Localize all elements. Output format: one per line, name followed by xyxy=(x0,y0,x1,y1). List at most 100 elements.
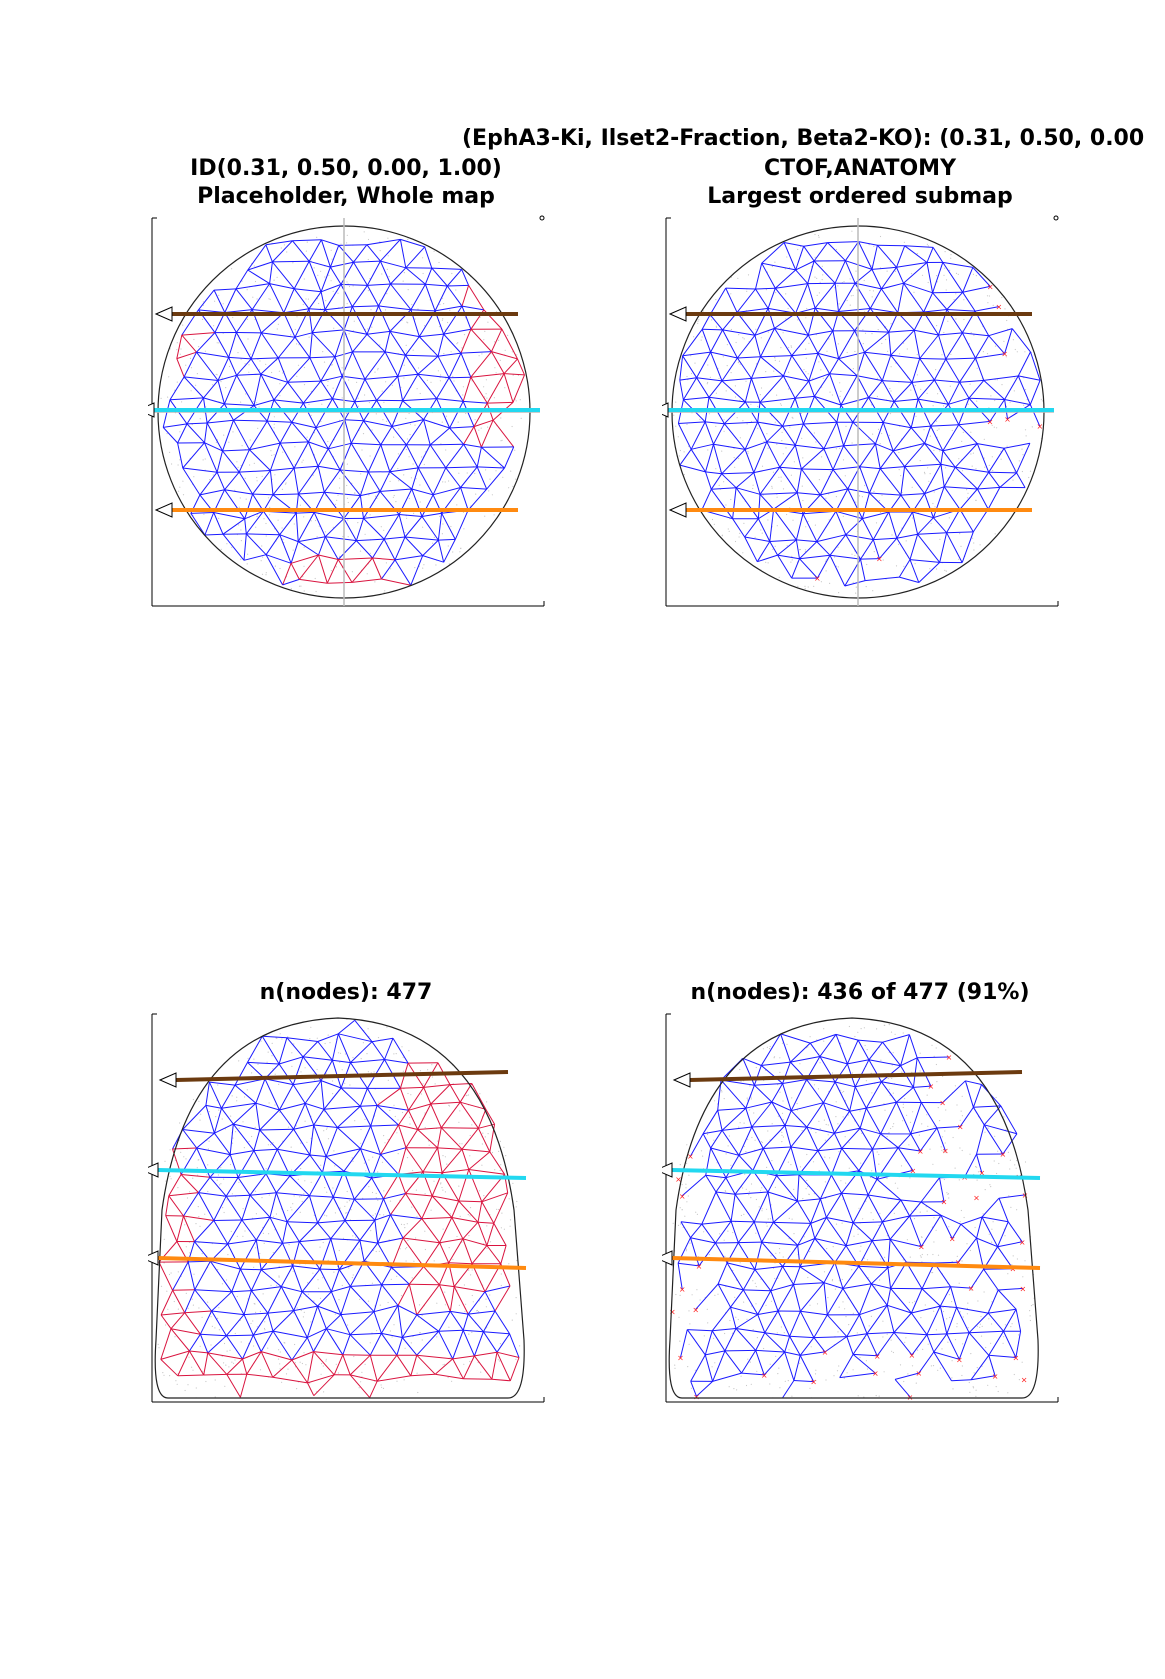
mesh-edge xyxy=(777,1284,794,1312)
scatter-point xyxy=(298,585,301,587)
mesh-edge xyxy=(486,373,505,404)
mesh-edge xyxy=(705,471,722,475)
scatter-point xyxy=(365,515,367,517)
mesh-edge xyxy=(858,1039,883,1043)
mesh-edge xyxy=(446,285,463,307)
scatter-point xyxy=(782,1119,784,1121)
scatter-point xyxy=(424,1126,426,1129)
scatter-point xyxy=(377,1199,379,1201)
excluded-node-marker: × xyxy=(1000,1150,1007,1159)
scatter-point xyxy=(416,1372,418,1374)
scatter-point xyxy=(687,1366,689,1368)
mesh-edge xyxy=(771,1083,784,1103)
mesh-edge xyxy=(436,398,451,429)
scatter-point xyxy=(714,1294,716,1296)
plot-area: ×××× ×××× xyxy=(662,215,1059,607)
scatter-point xyxy=(807,520,809,522)
mesh-edge xyxy=(790,1146,818,1152)
scatter-point xyxy=(348,285,351,288)
mesh-edge xyxy=(920,1102,938,1129)
scatter-point xyxy=(941,1136,944,1138)
mesh-edge xyxy=(251,283,271,310)
mesh-edge xyxy=(829,555,846,587)
scatter-point xyxy=(436,1336,438,1338)
mesh-edge xyxy=(404,536,424,556)
mesh-edge xyxy=(696,1381,713,1397)
mesh-edge xyxy=(701,329,712,353)
scatter-point xyxy=(217,1269,219,1271)
scatter-point xyxy=(936,429,938,431)
mesh-edge xyxy=(177,442,184,469)
transect-line-top-arrowhead xyxy=(668,306,687,322)
scatter-point xyxy=(714,1100,716,1102)
scatter-point xyxy=(778,1248,781,1250)
mesh-edge xyxy=(353,1198,376,1221)
mesh-edge xyxy=(865,1107,882,1135)
mesh-edge xyxy=(680,1221,691,1238)
mesh-edge xyxy=(898,559,911,578)
mesh-edge xyxy=(389,471,413,490)
mesh-edge xyxy=(223,375,238,405)
scatter-point xyxy=(954,1167,956,1169)
mesh-edge xyxy=(259,1128,294,1131)
mesh-edge xyxy=(203,1352,209,1376)
mesh-edge xyxy=(381,1284,399,1306)
scatter-point xyxy=(927,1125,929,1127)
mesh-edge xyxy=(213,1220,229,1245)
scatter-point xyxy=(782,1100,784,1102)
scatter-point xyxy=(215,441,217,443)
scatter-point xyxy=(879,1212,881,1214)
scatter-point xyxy=(799,1166,802,1168)
scatter-point xyxy=(234,1359,236,1361)
scatter-point xyxy=(869,289,871,292)
scatter-point xyxy=(301,1200,303,1203)
scatter-point xyxy=(163,1262,165,1264)
scatter-point xyxy=(979,1323,981,1325)
scatter-point xyxy=(932,1365,935,1367)
scatter-point xyxy=(732,1269,734,1272)
scatter-point xyxy=(501,1212,503,1214)
mesh-edge xyxy=(374,1198,384,1221)
scatter-point xyxy=(822,274,824,276)
scatter-point xyxy=(321,1363,323,1365)
mesh-edge xyxy=(460,352,472,378)
scatter-point xyxy=(185,1217,187,1219)
scatter-point xyxy=(419,484,421,486)
mesh-edge xyxy=(363,514,400,519)
mesh-edge xyxy=(975,335,990,359)
mesh-edge xyxy=(911,425,931,429)
scatter-point xyxy=(718,484,720,486)
mesh-edge xyxy=(810,1217,827,1224)
scatter-point xyxy=(426,379,428,381)
mesh-edge xyxy=(278,1063,294,1085)
mesh-edge xyxy=(398,1124,418,1130)
mesh-edge xyxy=(751,375,784,379)
scatter-point xyxy=(788,346,790,349)
scatter-point xyxy=(728,530,730,532)
mesh-edge xyxy=(823,1282,828,1315)
mesh-edge xyxy=(861,518,874,540)
mesh-edge xyxy=(950,1286,972,1289)
mesh-edge xyxy=(364,375,398,380)
mesh-edge xyxy=(286,1221,318,1224)
scatter-point xyxy=(909,1177,911,1179)
mesh-edge xyxy=(182,1129,198,1149)
mesh-edge xyxy=(422,1147,439,1173)
scatter-point xyxy=(696,1289,698,1291)
mesh-edge xyxy=(460,487,469,511)
mesh-edge xyxy=(881,1081,914,1088)
scatter-point xyxy=(972,273,974,275)
mesh-edge xyxy=(408,1087,425,1111)
scatter-point xyxy=(771,485,773,487)
mesh-edge xyxy=(751,1101,773,1128)
mesh-edge xyxy=(796,539,817,543)
scatter-point xyxy=(988,464,990,466)
scatter-point xyxy=(719,1233,721,1235)
scatter-point xyxy=(458,1304,460,1306)
mesh-edge xyxy=(911,1305,941,1314)
mesh-edge xyxy=(309,1154,323,1173)
scatter-point xyxy=(391,1336,393,1338)
mesh-edge xyxy=(448,1262,473,1265)
mesh-edge xyxy=(441,512,456,540)
mesh-edge xyxy=(789,1335,814,1339)
